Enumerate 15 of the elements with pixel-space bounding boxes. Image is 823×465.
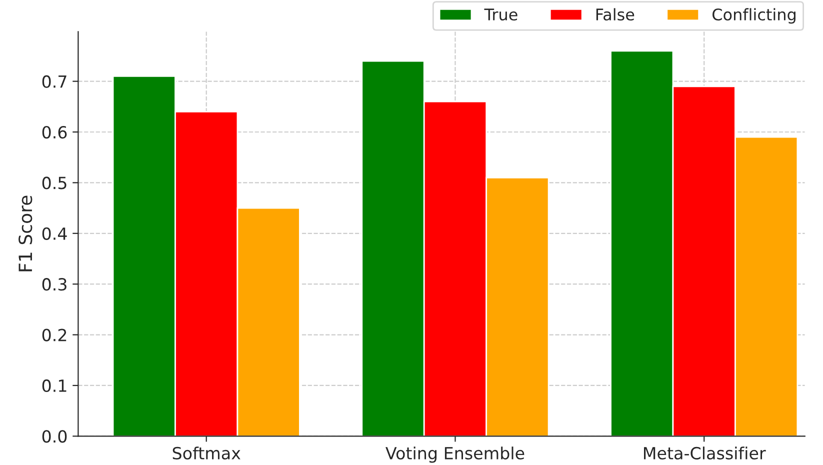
y-tick-label: 0.4: [42, 227, 67, 240]
x-tick-label: Meta-Classifier: [644, 446, 766, 460]
y-tick-label: 0.3: [42, 278, 66, 291]
legend-label: Conflicting: [712, 8, 796, 24]
y-tick-label: 0.0: [42, 430, 67, 443]
legend-label: True: [484, 8, 518, 21]
x-tick-label: Voting Ensemble: [386, 446, 524, 463]
y-tick-label: 0.2: [42, 328, 66, 342]
legend-label: False: [596, 8, 634, 21]
x-tick-label: Softmax: [172, 446, 240, 460]
y-tick-label: 0.1: [42, 379, 66, 392]
y-tick-label: 0.7: [42, 75, 66, 88]
y-tick-label: 0.6: [42, 126, 67, 139]
y-tick-label: 0.5: [42, 176, 66, 190]
y-axis-title: F1 Score: [18, 196, 32, 272]
